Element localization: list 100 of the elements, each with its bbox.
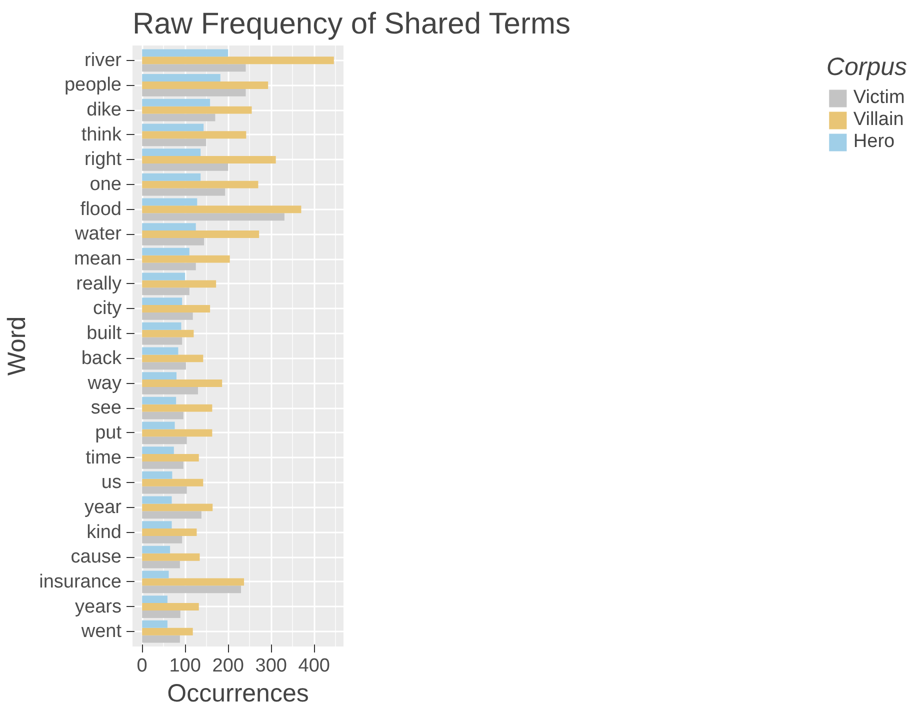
bar — [142, 610, 180, 618]
y-tick-label: went — [80, 621, 122, 642]
bar — [142, 206, 302, 214]
y-tick-label: years — [75, 596, 122, 618]
bar — [142, 570, 169, 578]
bar — [142, 354, 204, 362]
bar — [142, 372, 176, 380]
bar — [142, 454, 199, 462]
bar — [142, 280, 216, 288]
bar — [142, 511, 202, 519]
bar — [142, 620, 168, 628]
bar — [142, 521, 172, 529]
bar — [142, 504, 213, 512]
bar — [142, 88, 246, 96]
x-tick-label: 200 — [212, 656, 244, 676]
y-axis-title: Word — [3, 316, 32, 376]
bar — [142, 298, 182, 306]
bar — [142, 404, 212, 412]
legend-label: Victim — [853, 87, 905, 109]
y-tick-label: mean — [74, 248, 122, 270]
bar — [142, 635, 180, 643]
bar — [142, 422, 175, 430]
legend-title: Corpus — [826, 53, 907, 82]
bar — [142, 163, 228, 171]
bar — [142, 223, 196, 231]
bar — [142, 213, 284, 221]
y-tick-label: back — [81, 348, 122, 369]
bar — [142, 436, 187, 444]
bar — [142, 412, 184, 420]
x-tick-label: 100 — [169, 656, 201, 676]
bar — [142, 156, 276, 164]
bar — [142, 288, 190, 296]
bar — [142, 362, 186, 370]
y-tick-label: us — [101, 472, 122, 494]
y-tick-label: dike — [86, 100, 122, 121]
bar — [142, 337, 182, 345]
y-tick-label: people — [64, 74, 122, 96]
bar — [142, 478, 204, 486]
bar — [142, 586, 242, 594]
bar — [142, 148, 201, 156]
bar — [142, 386, 198, 394]
y-tick-label: cause — [70, 546, 122, 568]
y-tick-label: kind — [86, 522, 122, 543]
bar — [142, 305, 210, 312]
y-tick-label: city — [93, 298, 122, 320]
bar — [142, 131, 246, 139]
y-tick-label: built — [86, 323, 122, 344]
y-tick-label: flood — [80, 198, 122, 220]
bar — [142, 446, 174, 454]
bar — [142, 64, 246, 72]
chart-title: Raw Frequency of Shared Terms — [132, 8, 570, 40]
x-tick-label: 400 — [298, 656, 330, 676]
bar — [142, 272, 186, 280]
bar — [142, 578, 244, 586]
bar — [142, 255, 230, 263]
bar — [142, 230, 260, 238]
bar — [142, 496, 172, 504]
bar — [142, 429, 212, 437]
bar — [142, 56, 334, 64]
x-axis-title: Occurrences — [167, 680, 309, 708]
bar — [142, 380, 222, 387]
y-tick-label: way — [86, 372, 122, 394]
bar — [142, 180, 258, 188]
bar — [142, 262, 196, 270]
bar — [142, 528, 197, 536]
bar — [142, 98, 210, 106]
y-tick-label: right — [84, 149, 122, 170]
y-tick-label: put — [95, 422, 122, 444]
y-tick-label: river — [84, 50, 122, 71]
y-tick-label: really — [76, 273, 122, 294]
y-tick-label: see — [90, 398, 122, 419]
y-tick-label: year — [84, 496, 122, 518]
y-tick-label: one — [90, 174, 122, 196]
y-tick-label: think — [81, 124, 122, 146]
legend-label: Villain — [853, 109, 904, 131]
bar — [142, 560, 180, 568]
bar — [142, 603, 199, 610]
bar — [142, 198, 198, 206]
bar — [142, 471, 172, 479]
bar — [142, 82, 268, 89]
bar — [142, 322, 182, 330]
bar — [142, 553, 200, 561]
bar — [142, 461, 184, 469]
y-tick-label: insurance — [39, 571, 122, 592]
bar — [142, 330, 194, 338]
bar — [142, 596, 168, 604]
bar — [142, 396, 176, 404]
bar — [142, 628, 193, 636]
bar — [142, 138, 206, 146]
bar — [142, 238, 204, 246]
legend-label: Hero — [853, 131, 895, 153]
y-tick-label: water — [74, 224, 122, 245]
bar — [142, 124, 204, 132]
bar — [142, 546, 170, 554]
bar — [142, 312, 193, 320]
bar — [142, 347, 178, 355]
x-tick-label: 0 — [136, 656, 148, 676]
bar — [142, 188, 226, 196]
y-tick-label: time — [86, 447, 122, 468]
bar — [142, 106, 252, 114]
